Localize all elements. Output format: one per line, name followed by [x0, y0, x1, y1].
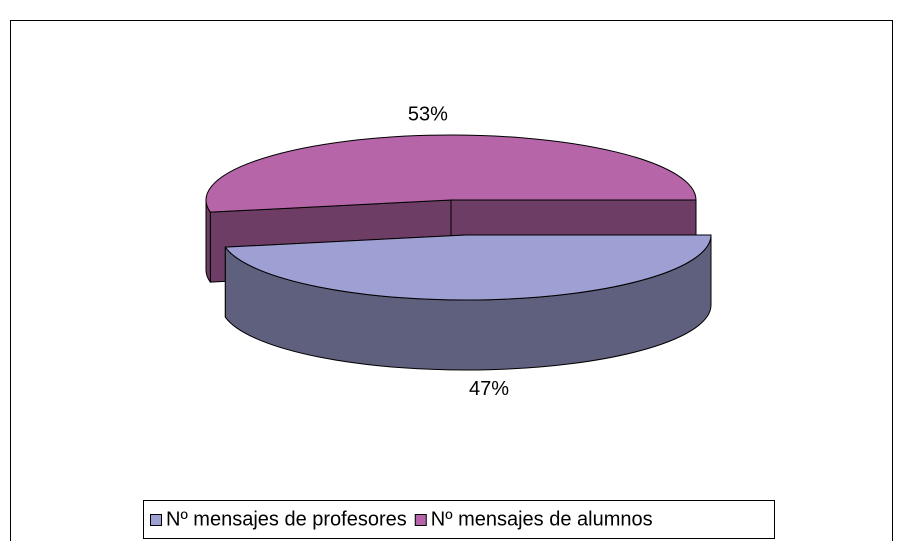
slice-top [224, 234, 712, 301]
slice-top [205, 134, 697, 213]
slice-side [205, 199, 211, 283]
pie: 47% 53% [205, 104, 712, 400]
legend: Nº mensajes de profesores Nº mensajes de … [150, 508, 653, 530]
data-label: 47% [469, 378, 509, 400]
legend-label: Nº mensajes de alumnos [431, 508, 653, 530]
data-label: 53% [408, 104, 448, 126]
legend-swatch [414, 514, 427, 526]
legend-label: Nº mensajes de profesores [166, 508, 407, 530]
legend-box [143, 500, 775, 539]
legend-swatch [150, 514, 162, 526]
